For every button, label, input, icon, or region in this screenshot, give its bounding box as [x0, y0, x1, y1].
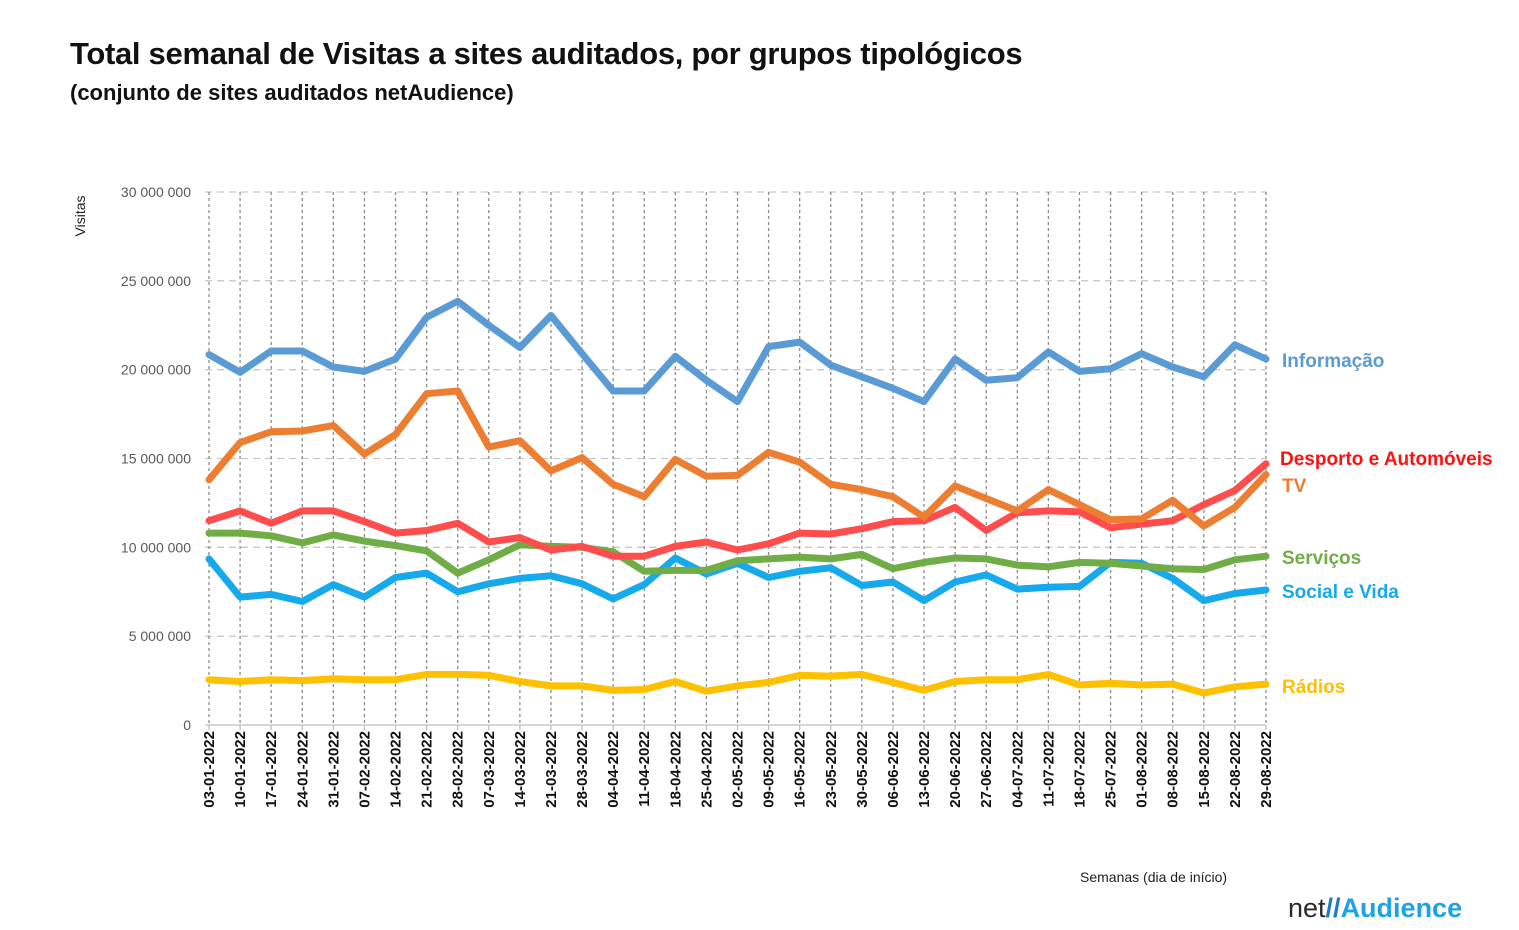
x-tick-label: 02-05-2022 — [730, 731, 747, 808]
x-tick-label: 31-01-2022 — [325, 731, 342, 808]
x-tick-label: 30-05-2022 — [854, 731, 871, 808]
chart-subtitle: (conjunto de sites auditados netAudience… — [70, 80, 514, 105]
x-tick-label: 17-01-2022 — [263, 731, 280, 808]
series-label: Social e Vida — [1282, 582, 1399, 603]
x-tick-label: 13-06-2022 — [916, 731, 933, 808]
x-tick-label: 25-07-2022 — [1103, 731, 1120, 808]
x-tick-label: 28-02-2022 — [450, 731, 467, 808]
y-tick-label: 25 000 000 — [121, 273, 191, 289]
chart-title: Total semanal de Visitas a sites auditad… — [70, 36, 1023, 71]
series-label: Serviços — [1282, 548, 1361, 569]
x-tick-label: 04-04-2022 — [605, 731, 622, 808]
series-label: Rádios — [1282, 677, 1345, 698]
x-tick-label: 06-06-2022 — [885, 731, 902, 808]
y-tick-labels: 0 5 000 000 10 000 000 15 000 000 20 000 000… — [121, 184, 191, 733]
x-tick-label: 14-03-2022 — [512, 731, 529, 808]
x-tick-label: 11-07-2022 — [1040, 731, 1057, 807]
x-tick-label: 28-03-2022 — [574, 731, 591, 808]
x-tick-label: 03-01-2022 — [201, 731, 218, 808]
x-tick-label: 09-05-2022 — [761, 731, 778, 808]
y-tick-label: 5 000 000 — [129, 628, 191, 644]
series-line-r-dios — [205, 670, 1270, 697]
y-axis-title: Visitas — [72, 196, 88, 237]
x-tick-label: 23-05-2022 — [823, 731, 840, 808]
netaudience-logo: net//Audience — [1288, 893, 1462, 924]
x-tick-label: 15-08-2022 — [1196, 731, 1213, 808]
series-lines — [205, 297, 1270, 697]
x-tick-label: 04-07-2022 — [1009, 731, 1026, 808]
x-tick-label: 29-08-2022 — [1258, 731, 1275, 808]
y-tick-label: 15 000 000 — [121, 451, 191, 467]
x-tick-label: 07-02-2022 — [356, 731, 373, 808]
series-line-informa-o — [205, 297, 1270, 406]
x-tick-label: 11-04-2022 — [636, 731, 653, 807]
x-tick-label: 16-05-2022 — [792, 731, 809, 808]
series-labels: Informação Desporto e Automóveis TV Serviço… — [1280, 351, 1493, 698]
logo-net-text: net — [1288, 893, 1326, 923]
x-tick-label: 25-04-2022 — [698, 731, 715, 808]
y-tick-label: 30 000 000 — [121, 184, 191, 200]
x-tick-label: 27-06-2022 — [978, 731, 995, 808]
x-axis-title: Semanas (dia de início) — [1080, 869, 1228, 885]
series-line-desporto-e-autom-veis — [205, 460, 1270, 560]
logo-slash-text: // — [1325, 893, 1341, 923]
x-tick-label: 20-06-2022 — [947, 731, 964, 808]
x-tick-label: 08-08-2022 — [1165, 731, 1182, 808]
series-label: Desporto e Automóveis — [1280, 449, 1493, 470]
x-tick-label: 14-02-2022 — [388, 731, 405, 808]
x-tick-label: 10-01-2022 — [232, 731, 249, 808]
y-tick-label: 10 000 000 — [121, 539, 191, 555]
x-tick-label: 21-03-2022 — [543, 731, 560, 808]
y-tick-label: 0 — [183, 717, 191, 733]
x-tick-label: 21-02-2022 — [419, 731, 436, 808]
series-label: TV — [1282, 476, 1307, 497]
x-ticks: 03-01-2022 10-01-2022 17-01-2022 24-01-2022… — [201, 725, 1275, 808]
x-tick-label: 01-08-2022 — [1134, 731, 1151, 808]
y-tick-label: 20 000 000 — [121, 362, 191, 378]
logo-audience-text: Audience — [1340, 893, 1463, 923]
x-tick-label: 18-04-2022 — [667, 731, 684, 808]
x-tick-label: 18-07-2022 — [1071, 731, 1088, 808]
x-tick-label: 24-01-2022 — [294, 731, 311, 808]
x-tick-label: 22-08-2022 — [1227, 731, 1244, 808]
x-tick-label: 07-03-2022 — [481, 731, 498, 808]
gridlines — [205, 191, 1267, 726]
series-line-servi-os — [205, 529, 1270, 577]
series-label: Informação — [1282, 351, 1384, 372]
series-line-tv — [205, 387, 1270, 530]
